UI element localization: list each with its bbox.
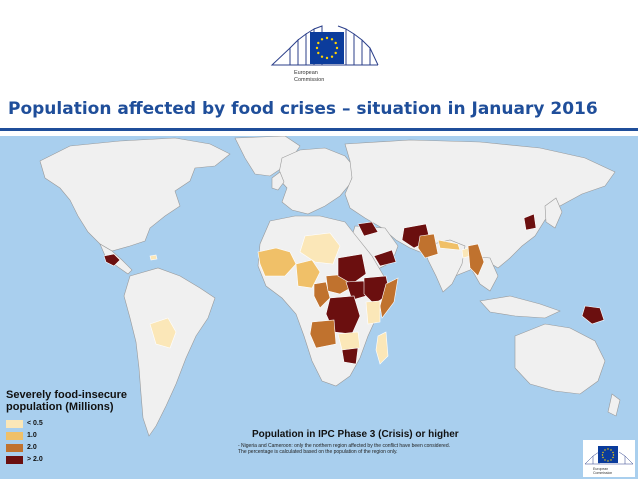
country-kenya xyxy=(365,300,381,325)
legend-swatch xyxy=(6,419,23,428)
legend-label: < 0.5 xyxy=(27,420,43,427)
country-guatemala-honduras xyxy=(103,253,121,267)
european-commission-small-logo: European Commission xyxy=(583,440,635,477)
page-title: Population affected by food crises – sit… xyxy=(8,99,598,119)
country-pakistan xyxy=(417,233,439,259)
european-commission-logo: European Commission xyxy=(270,10,380,95)
legend-swatch xyxy=(6,443,23,452)
indonesia xyxy=(479,295,561,319)
country-somalia xyxy=(379,277,399,319)
legend-label: > 2.0 xyxy=(27,456,43,463)
country-madagascar xyxy=(375,331,389,365)
legend-item: 1.0 xyxy=(6,430,156,441)
footnote-line2: The percentage is calculated based on th… xyxy=(238,449,398,455)
uk xyxy=(271,171,285,191)
ipc-title: Population in IPC Phase 3 (Crisis) or hi… xyxy=(252,429,459,440)
country-cameroon xyxy=(313,281,331,309)
country-syria-iraq xyxy=(357,221,379,237)
legend-swatch xyxy=(6,431,23,440)
footnote: - Nigeria and Cameroon: only the norther… xyxy=(238,443,488,455)
australia xyxy=(514,323,606,395)
legend-item: 2.0 xyxy=(6,442,156,453)
world-map xyxy=(0,136,638,479)
legend-label: 1.0 xyxy=(27,432,37,439)
legend-label: 2.0 xyxy=(27,444,37,451)
legend-item: > 2.0 xyxy=(6,454,156,465)
country-haiti xyxy=(149,254,158,261)
small-org-name-line2: Commission xyxy=(593,471,612,475)
country-yemen xyxy=(373,249,397,267)
country-papua-new-guinea xyxy=(581,305,605,325)
title-bar: Population affected by food crises – sit… xyxy=(0,95,638,131)
new-zealand xyxy=(607,393,621,417)
country-north-korea xyxy=(523,213,537,231)
country-myanmar xyxy=(467,243,485,277)
country-sudan xyxy=(337,253,367,285)
title-divider xyxy=(0,128,638,131)
country-angola xyxy=(309,319,337,349)
country-senegal-mali xyxy=(257,247,297,277)
legend-title-line2: population (Millions) xyxy=(6,401,114,413)
legend-swatch xyxy=(6,455,23,464)
europe xyxy=(277,147,356,215)
country-niger-chad xyxy=(299,232,341,265)
org-name-line2: Commission xyxy=(294,77,324,83)
south-america xyxy=(123,267,216,437)
country-malawi-zimbabwe xyxy=(341,347,359,365)
legend-title-line1: Severely food-insecure xyxy=(6,389,128,401)
north-america xyxy=(39,137,231,252)
japan xyxy=(544,197,563,229)
org-name-line1: European xyxy=(294,70,318,76)
country-nigeria xyxy=(295,259,321,289)
footnote-line1: - Nigeria and Cameroon: only the norther… xyxy=(238,443,450,449)
country-nepal-india-region xyxy=(437,239,461,251)
country-zambia xyxy=(337,331,361,351)
country-bolivia xyxy=(149,317,177,349)
legend: Severely food-insecure population (Milli… xyxy=(6,389,156,465)
legend-item: < 0.5 xyxy=(6,418,156,429)
small-org-name-line1: European xyxy=(593,467,608,471)
